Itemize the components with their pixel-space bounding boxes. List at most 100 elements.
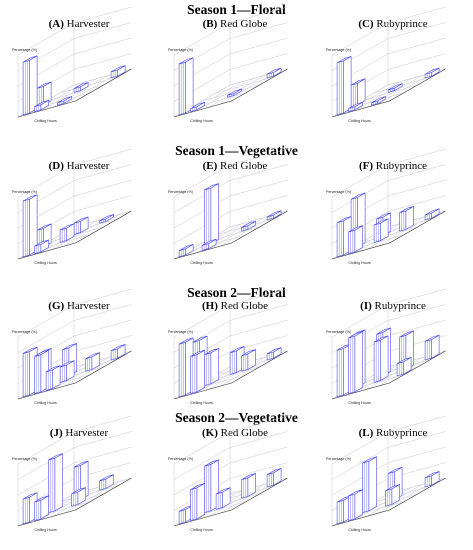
- bar: [99, 474, 114, 491]
- bar: [48, 453, 63, 513]
- panel-letter: (G): [48, 300, 65, 312]
- y-axis-label: Percentage (%): [12, 457, 37, 461]
- bar: [178, 504, 194, 525]
- bar: [348, 331, 363, 394]
- bar: [241, 220, 256, 232]
- chart-panel-a: (A) Harvester Percentage (%) Chilling Hour…: [4, 6, 154, 138]
- x-axis-label: Chilling Hours: [348, 261, 371, 265]
- chart-panel-i: (I) Rubyprince Percentage (%) Chilling Hou…: [318, 288, 468, 420]
- bar: [45, 365, 61, 391]
- bar: [362, 456, 377, 513]
- panel-title: (D) Harvester: [4, 160, 154, 173]
- chart-panel-h: (H) Red Globe Percentage (%) Chilling Hour…: [160, 288, 310, 420]
- y-axis-label: Percentage (%): [168, 457, 193, 461]
- bar: [399, 205, 414, 232]
- bar: [385, 483, 400, 507]
- axes: [331, 210, 446, 260]
- x-axis-label: Chilling Hours: [190, 401, 213, 405]
- panel-cultivar: Red Globe: [217, 300, 268, 312]
- chart-3d-bar: Percentage (%) Chilling Hours: [168, 288, 288, 405]
- bar: [215, 487, 231, 510]
- bars: [22, 453, 114, 525]
- bar: [110, 343, 126, 361]
- bar: [34, 495, 49, 521]
- bar: [22, 55, 38, 116]
- bar: [99, 213, 114, 224]
- chart-3d-bar: Percentage (%) Chilling Hours: [12, 415, 132, 532]
- chart-3d-bar: Percentage (%) Chilling Hours: [326, 148, 446, 265]
- panel-title: (B) Red Globe: [160, 18, 310, 31]
- axes: [173, 68, 288, 118]
- y-axis-label: Percentage (%): [12, 48, 37, 52]
- grid-walls: [173, 148, 288, 260]
- bar: [204, 183, 219, 246]
- panel-letter: (I): [360, 300, 372, 312]
- panel-letter: (B): [202, 18, 218, 30]
- bar: [373, 218, 389, 243]
- y-axis-label: Percentage (%): [326, 330, 351, 334]
- chart-3d-bar: Percentage (%) Chilling Hours: [168, 148, 288, 265]
- bar: [190, 349, 205, 394]
- bar: [71, 487, 86, 507]
- season-2-vegetative-title: Season 2—Vegetative: [175, 410, 298, 425]
- bar: [241, 472, 256, 499]
- panel-title: (A) Harvester: [4, 18, 154, 31]
- bars: [336, 327, 440, 398]
- panel-cultivar: Rubyprince: [371, 300, 426, 312]
- y-axis-label: Percentage (%): [326, 457, 351, 461]
- panel-title: (F) Rubyprince: [318, 160, 468, 173]
- bar: [227, 88, 242, 98]
- axes: [17, 210, 132, 260]
- bar: [266, 210, 282, 221]
- bar: [424, 67, 440, 79]
- bar: [85, 352, 100, 372]
- panel-letter: (A): [48, 18, 64, 30]
- bar: [348, 101, 363, 112]
- bar: [424, 334, 440, 361]
- panel-title: (H) Red Globe: [160, 300, 310, 313]
- x-axis-label: Chilling Hours: [34, 401, 57, 405]
- bar: [396, 356, 412, 377]
- bar: [59, 223, 75, 243]
- chart-3d-bar: Percentage (%) Chilling Hours: [168, 415, 288, 532]
- panel-cultivar: Harvester: [64, 300, 110, 312]
- bar: [36, 81, 52, 108]
- bar: [73, 81, 89, 93]
- bars: [178, 57, 282, 116]
- chart-3d-bar: Percentage (%) Chilling Hours: [12, 288, 132, 405]
- x-axis-label: Chilling Hours: [190, 261, 213, 265]
- bar: [266, 467, 282, 488]
- axes: [173, 350, 288, 400]
- axes: [173, 477, 288, 527]
- bar: [178, 243, 194, 258]
- panel-cultivar: Harvester: [63, 18, 110, 30]
- panel-title: (E) Red Globe: [160, 160, 310, 173]
- x-axis-label: Chilling Hours: [348, 401, 371, 405]
- bar: [373, 335, 389, 383]
- bar: [22, 194, 38, 258]
- chart-panel-g: (G) Harvester Percentage (%) Chilling Hour…: [4, 288, 154, 420]
- chart-panel-l: (L) Rubyprince Percentage (%) Chilling Hou…: [318, 415, 468, 547]
- panel-letter: (C): [358, 18, 374, 30]
- chart-3d-bar: Percentage (%) Chilling Hours: [326, 6, 446, 123]
- y-axis-label: Percentage (%): [168, 48, 193, 52]
- bar: [266, 347, 282, 361]
- bar: [229, 345, 245, 375]
- panel-cultivar: Red Globe: [217, 160, 268, 172]
- x-axis-label: Chilling Hours: [34, 261, 57, 265]
- bars: [178, 335, 282, 398]
- bar: [190, 482, 205, 521]
- chart-panel-b: (B) Red Globe Percentage (%) Chilling Hour…: [160, 6, 310, 138]
- bar: [110, 65, 126, 79]
- season-1-floral-title: Season 1—Floral: [187, 2, 286, 17]
- bar: [34, 99, 49, 112]
- chart-3d-bar: Percentage (%) Chilling Hours: [168, 6, 288, 123]
- y-axis-label: Percentage (%): [12, 190, 37, 194]
- panel-letter: (J): [49, 427, 63, 439]
- bars: [336, 456, 440, 525]
- x-axis-label: Chilling Hours: [348, 119, 371, 123]
- panel-letter: (K): [202, 427, 218, 439]
- chart-panel-e: (E) Red Globe Percentage (%) Chilling Hour…: [160, 148, 310, 280]
- axes: [331, 477, 446, 527]
- bars: [22, 55, 126, 116]
